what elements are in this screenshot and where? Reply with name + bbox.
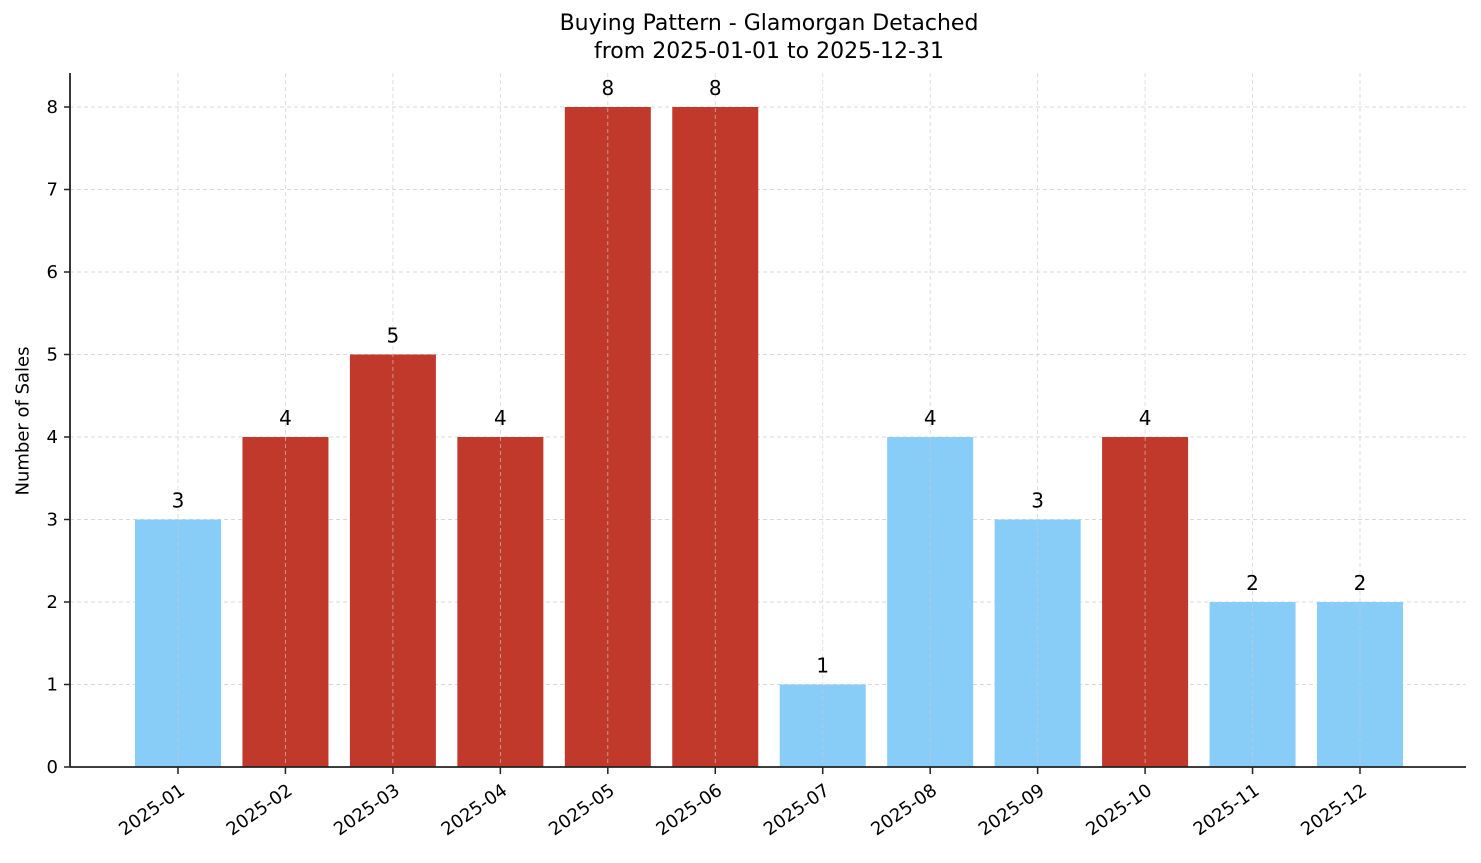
axes	[69, 73, 1466, 768]
x-tick-label: 2025-02	[223, 780, 297, 840]
y-tick-label: 2	[47, 592, 58, 613]
y-tick-label: 7	[47, 180, 58, 201]
x-tick-label: 2025-05	[545, 780, 619, 840]
data-label: 1	[816, 654, 829, 678]
data-label: 4	[924, 406, 937, 430]
chart-subtitle: from 2025-01-01 to 2025-12-31	[594, 39, 944, 64]
data-label: 8	[601, 76, 614, 100]
data-label: 5	[387, 324, 400, 348]
y-tick-label: 5	[47, 345, 58, 366]
x-tick-label: 2025-04	[438, 780, 512, 840]
y-tick-label: 0	[47, 757, 58, 778]
chart-title-main: Buying Pattern - Glamorgan Detached	[559, 11, 979, 36]
chart-title: Buying Pattern - Glamorgan Detached from…	[0, 10, 1481, 66]
x-tick-label: 2025-11	[1190, 780, 1264, 840]
y-axis-ticks: 0 1 2 3 4 5 6 7 8	[47, 97, 70, 778]
y-tick-label: 3	[47, 510, 58, 531]
y-tick-label: 1	[47, 675, 58, 696]
x-tick-label: 2025-10	[1082, 780, 1156, 840]
x-tick-label: 2025-08	[867, 780, 941, 840]
x-tick-label: 2025-07	[760, 780, 834, 840]
data-label: 8	[709, 76, 722, 100]
x-tick-label: 2025-01	[115, 780, 189, 840]
y-tick-label: 8	[47, 97, 58, 118]
x-tick-label: 2025-06	[652, 780, 726, 840]
data-label: 4	[1139, 406, 1152, 430]
x-axis-ticks: 2025-01 2025-02 2025-03 2025-04 2025-05 2025-…	[115, 767, 1371, 840]
data-label: 2	[1246, 571, 1259, 595]
data-label: 3	[172, 489, 185, 513]
data-label: 2	[1354, 571, 1367, 595]
y-tick-label: 4	[47, 427, 58, 448]
y-tick-label: 6	[47, 262, 58, 283]
x-tick-label: 2025-03	[330, 780, 404, 840]
data-label: 3	[1031, 489, 1044, 513]
x-tick-label: 2025-12	[1297, 780, 1371, 840]
data-label: 4	[494, 406, 507, 430]
x-tick-label: 2025-09	[975, 780, 1049, 840]
data-label: 4	[279, 406, 292, 430]
data-labels: 3 4 5 4 8 8 1 4 3 4 2 2	[172, 76, 1367, 678]
